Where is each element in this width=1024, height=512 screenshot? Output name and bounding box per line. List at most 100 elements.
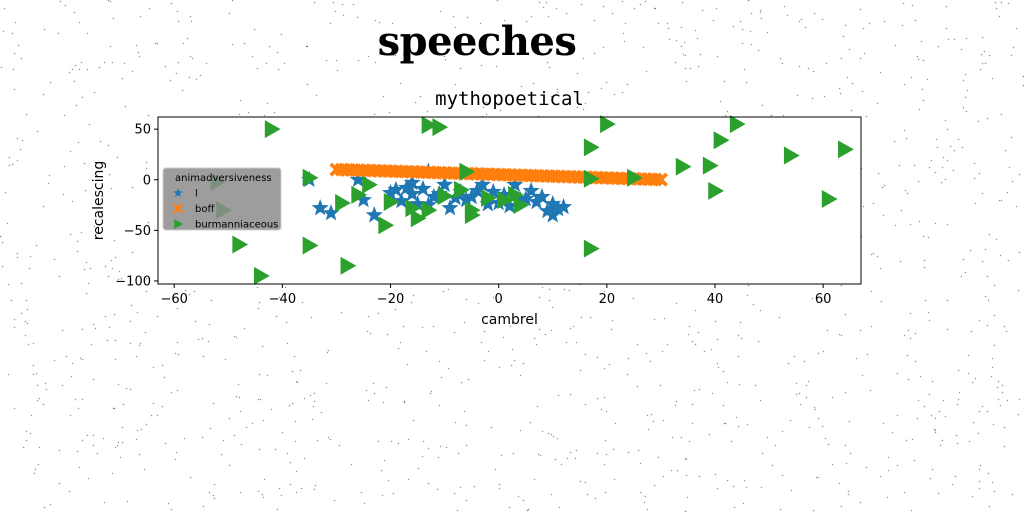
data-point — [506, 175, 524, 193]
chart-title: mythopoetical — [435, 88, 584, 110]
data-point — [783, 146, 800, 165]
legend-label: boff — [195, 204, 215, 215]
data-point — [349, 170, 367, 188]
data-point — [410, 209, 427, 228]
data-point — [479, 195, 497, 212]
data-point — [538, 202, 556, 219]
data-point — [392, 192, 410, 209]
data-point — [708, 181, 724, 200]
data-point — [457, 190, 475, 208]
y-tick-label: −100 — [115, 274, 151, 289]
data-point — [335, 194, 351, 213]
x-tick-label: −60 — [161, 292, 188, 307]
data-point — [513, 196, 530, 215]
data-point — [583, 138, 600, 157]
y-tick-label: 50 — [134, 123, 151, 138]
data-point — [302, 236, 319, 255]
data-point — [419, 196, 437, 213]
data-point — [653, 172, 668, 187]
data-point — [302, 168, 319, 187]
data-point — [583, 169, 600, 188]
data-point — [729, 115, 746, 134]
data-point — [549, 200, 567, 217]
x-tick-label: −20 — [377, 292, 404, 307]
data-point — [500, 197, 519, 214]
legend-title: animadversiveness — [175, 173, 272, 184]
data-point — [264, 120, 281, 139]
data-point — [544, 206, 562, 223]
data-point — [381, 183, 400, 201]
data-point — [378, 216, 395, 235]
data-point — [425, 187, 443, 205]
data-point — [403, 184, 421, 202]
data-point — [675, 157, 692, 176]
data-point — [821, 189, 838, 208]
data-point — [702, 156, 719, 175]
data-point — [497, 190, 514, 209]
data-point — [403, 173, 421, 191]
legend-label: burmanniaceous — [195, 220, 278, 231]
data-point — [387, 180, 405, 198]
y-axis-label: recalescing — [91, 161, 107, 240]
legend-marker-l — [173, 188, 183, 198]
data-point — [463, 187, 481, 205]
data-point — [441, 199, 459, 216]
x-tick-label: 60 — [815, 292, 832, 307]
data-point — [555, 198, 573, 215]
data-point — [253, 266, 270, 285]
data-point — [484, 182, 502, 200]
data-point — [468, 181, 486, 199]
data-point — [383, 193, 400, 212]
data-point — [544, 195, 562, 212]
data-point — [365, 206, 383, 223]
data-point — [322, 204, 340, 221]
data-point — [583, 239, 600, 258]
data-point — [533, 187, 551, 205]
data-point — [838, 140, 854, 159]
data-point — [473, 175, 492, 193]
data-point — [362, 175, 378, 194]
data-point — [340, 256, 357, 275]
x-tick-label: 40 — [707, 292, 724, 307]
legend-label: l — [195, 189, 198, 200]
legend-box — [162, 167, 282, 231]
data-point — [437, 186, 454, 205]
figure-suptitle: speeches — [377, 18, 577, 65]
data-point — [481, 188, 497, 207]
data-point — [354, 190, 373, 208]
data-point — [508, 185, 524, 204]
data-point — [495, 185, 513, 203]
data-point — [351, 185, 368, 204]
data-point — [627, 168, 643, 187]
data-point — [511, 190, 529, 208]
x-tick-label: 0 — [495, 292, 503, 307]
data-point — [600, 115, 616, 134]
data-point — [421, 116, 438, 135]
legend-marker-burmanniaceous — [174, 219, 183, 229]
data-point — [421, 201, 438, 220]
y-tick-label: 0 — [143, 173, 151, 188]
y-tick-label: −50 — [124, 224, 151, 239]
data-point — [713, 131, 730, 150]
data-point — [517, 189, 535, 207]
data-point — [409, 195, 427, 212]
data-point — [232, 235, 249, 254]
series-l — [300, 162, 573, 223]
data-point — [414, 179, 432, 197]
x-tick-label: 20 — [599, 292, 616, 307]
data-point — [454, 180, 470, 199]
data-point — [398, 178, 416, 196]
data-point — [311, 199, 329, 216]
x-tick-label: −40 — [269, 292, 296, 307]
legend-marker-boff — [173, 203, 183, 214]
data-point — [527, 193, 546, 210]
data-point — [432, 118, 449, 137]
x-axis-label: cambrel — [481, 312, 538, 328]
data-point — [436, 175, 454, 193]
data-point — [522, 181, 540, 199]
data-point — [405, 199, 422, 218]
axes-frame — [157, 116, 862, 285]
data-point — [459, 162, 476, 181]
data-point — [464, 206, 481, 225]
